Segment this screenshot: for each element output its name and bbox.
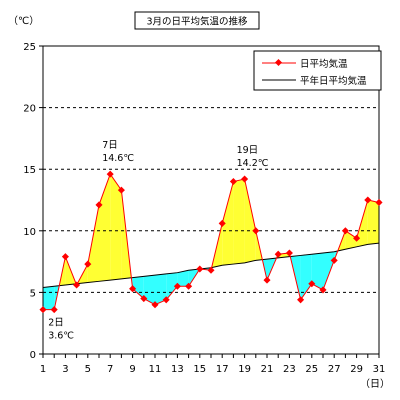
chart-title: 3月の日平均気温の推移 (134, 11, 260, 30)
data-point-daily (151, 301, 159, 309)
data-point-daily (341, 227, 349, 235)
data-point-daily (330, 256, 338, 264)
y-tick-label: 0 (30, 350, 36, 361)
x-tick-label: 31 (373, 364, 386, 375)
x-tick-label: 27 (328, 364, 341, 375)
fill-below-normal (300, 254, 312, 300)
fill-above-normal (244, 179, 256, 263)
data-point-daily (162, 296, 170, 304)
y-tick-label: 20 (23, 104, 36, 115)
x-tick-label: 15 (193, 364, 206, 375)
annotation-label: 2日 (48, 318, 64, 329)
data-point-daily (173, 282, 181, 290)
data-point-daily (39, 306, 47, 314)
fill-above-normal (345, 230, 357, 250)
x-tick-label: 25 (305, 364, 318, 375)
fill-above-normal (233, 179, 245, 265)
y-axis-unit: （℃） (8, 15, 39, 27)
fill-below-normal (323, 251, 335, 290)
chart-title-box (134, 11, 260, 30)
data-point-daily (285, 249, 293, 257)
plot-border (42, 45, 380, 355)
x-tick-label: 5 (85, 364, 91, 375)
x-axis-unit: （日） (360, 378, 390, 390)
annotation-label: 19日 (237, 145, 259, 156)
fill-below-normal (143, 275, 155, 305)
legend-label-normal: 平年日平均気温 (300, 75, 367, 87)
fill-above-normal (110, 174, 122, 281)
data-point-daily (274, 250, 282, 258)
annotation-label: 7日 (102, 140, 118, 151)
fill-below-normal (43, 286, 55, 310)
x-tick-label: 11 (149, 364, 162, 375)
x-tick-label: 9 (129, 364, 135, 375)
data-point-daily (73, 281, 81, 289)
chart-title-text: 3月の日平均気温の推移 (146, 16, 248, 28)
data-point-daily (297, 296, 305, 304)
fill-regions (43, 174, 379, 310)
data-point-daily (129, 285, 137, 293)
x-tick-label: 1 (40, 364, 46, 375)
x-tick-label: 17 (216, 364, 229, 375)
data-point-daily (229, 177, 237, 186)
data-point-daily (375, 198, 383, 206)
data-point-daily (241, 175, 249, 183)
data-point-daily (308, 280, 316, 288)
legend-label-daily: 日平均気温 (300, 58, 348, 70)
x-tick-label: 21 (261, 364, 274, 375)
data-point-daily (95, 201, 103, 209)
x-tick-label: 7 (107, 364, 113, 375)
fill-below-normal (177, 270, 189, 287)
fill-above-normal (222, 181, 234, 266)
data-point-daily (263, 276, 271, 284)
fill-below-normal (166, 272, 178, 300)
data-point-daily (353, 234, 361, 242)
data-point-daily (185, 282, 193, 290)
fill-above-normal (87, 204, 99, 283)
y-tick-label: 25 (23, 42, 36, 53)
x-tick-label: 3 (62, 364, 68, 375)
legend-marker-daily (274, 58, 283, 67)
legend-box (253, 50, 382, 91)
legend: 日平均気温 平年日平均気温 (253, 50, 382, 91)
data-point-daily (218, 219, 226, 227)
data-point-daily (106, 170, 114, 178)
annotation-label: 14.6℃ (102, 153, 134, 164)
x-tick-label: 13 (171, 364, 184, 375)
fill-below-normal (155, 273, 167, 305)
fill-above-normal (356, 200, 368, 247)
data-point-daily (61, 253, 69, 261)
fill-above-normal (367, 200, 379, 245)
y-tick-label: 10 (23, 227, 36, 238)
data-point-daily (117, 186, 125, 194)
data-point-daily (140, 295, 148, 303)
x-tick-label: 23 (283, 364, 296, 375)
annotation-label: 14.2℃ (237, 158, 269, 169)
x-tick-label: 19 (238, 364, 251, 375)
fill-above-normal (99, 174, 111, 282)
y-tick-label: 5 (30, 288, 36, 299)
x-tick-label: 29 (350, 364, 363, 375)
fill-below-normal (311, 252, 323, 290)
data-point-daily (319, 286, 327, 294)
fill-below-normal (132, 276, 144, 299)
data-point-daily (196, 265, 204, 273)
data-point-daily (84, 260, 92, 268)
data-point-daily (50, 306, 58, 314)
data-point-daily (364, 196, 372, 204)
y-tick-label: 15 (23, 165, 36, 176)
data-point-daily (207, 266, 215, 274)
annotation-label: 3.6℃ (48, 331, 74, 342)
